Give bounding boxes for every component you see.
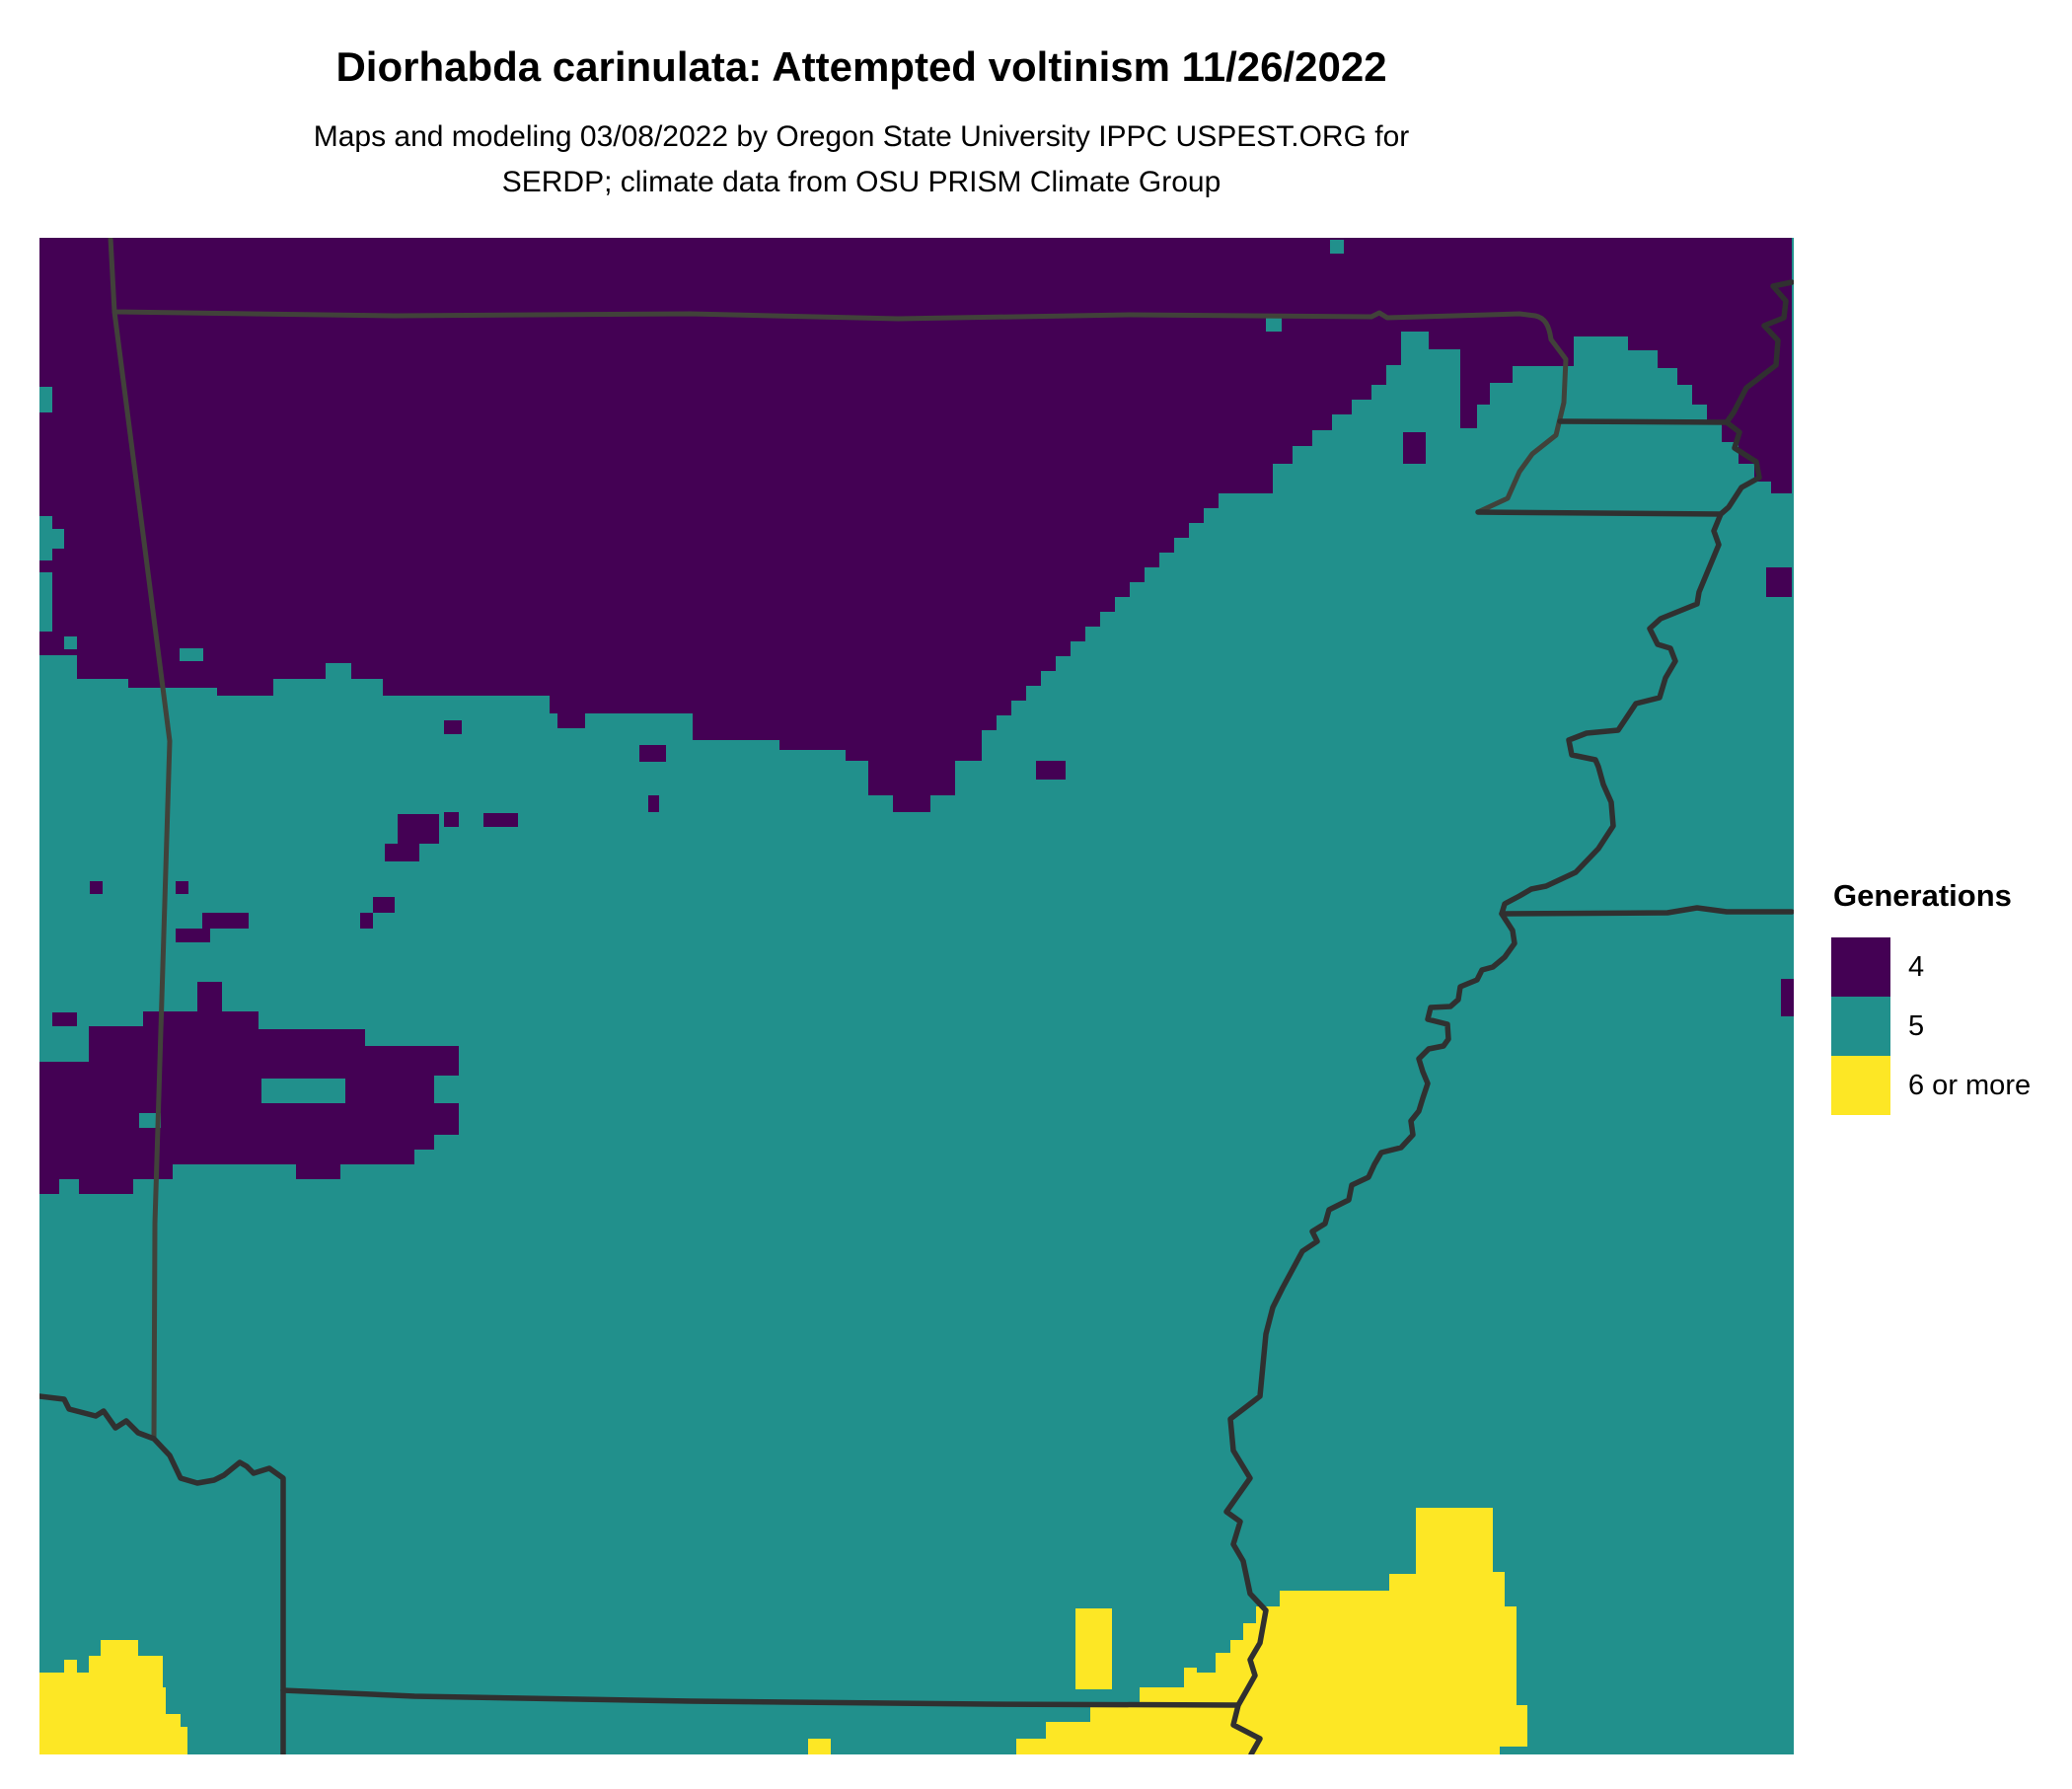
- legend-swatch-5: [1831, 997, 1890, 1056]
- river-border-southwest: [39, 1393, 286, 1754]
- county-line-west: [111, 309, 173, 1442]
- teal-notch-cells: [1197, 1653, 1216, 1673]
- region-6-generations-southwest-blob: [39, 1640, 187, 1754]
- legend-item-5: 5: [1831, 997, 2031, 1056]
- legend-label-6-or-more: 6 or more: [1908, 1069, 2032, 1101]
- map-title: Diorhabda carinulata: Attempted voltinis…: [335, 43, 1387, 90]
- purple-speck-cells: [52, 432, 1794, 1026]
- title-block: Diorhabda carinulata: Attempted voltinis…: [0, 0, 1723, 205]
- legend: Generations 4 5 6 or more: [1831, 878, 2031, 1115]
- river-border-east: [1223, 279, 1794, 1754]
- state-line-south: [280, 1687, 1241, 1708]
- voltinism-raster-map: [39, 238, 1794, 1754]
- legend-swatch-6-or-more: [1831, 1056, 1890, 1115]
- map-subtitle-line2: SERDP; climate data from OSU PRISM Clima…: [501, 166, 1221, 198]
- legend-title: Generations: [1833, 878, 2012, 913]
- county-line-northeast-lower: [1475, 509, 1724, 517]
- river-and-state-borders: [39, 279, 1794, 1754]
- county-line-east: [1499, 905, 1794, 917]
- teal-speck-cells: [39, 240, 1344, 1128]
- legend-label-4: 4: [1908, 950, 1925, 983]
- county-line-northeast-upper: [1557, 418, 1730, 425]
- legend-item-6-or-more: 6 or more: [1831, 1056, 2031, 1115]
- region-6-generations-southeast-blob: [1016, 1508, 1527, 1754]
- yellow-speck-cells: [64, 1608, 1112, 1754]
- map-subtitle: Maps and modeling 03/08/2022 by Oregon S…: [0, 91, 1723, 205]
- region-4-generations-north: [39, 238, 1792, 812]
- legend-item-4: 4: [1831, 937, 2031, 997]
- legend-label-5: 5: [1908, 1009, 1925, 1042]
- map-subtitle-line1: Maps and modeling 03/08/2022 by Oregon S…: [313, 120, 1410, 153]
- region-4-generations-west-blob: [39, 982, 459, 1194]
- legend-swatch-4: [1831, 937, 1890, 997]
